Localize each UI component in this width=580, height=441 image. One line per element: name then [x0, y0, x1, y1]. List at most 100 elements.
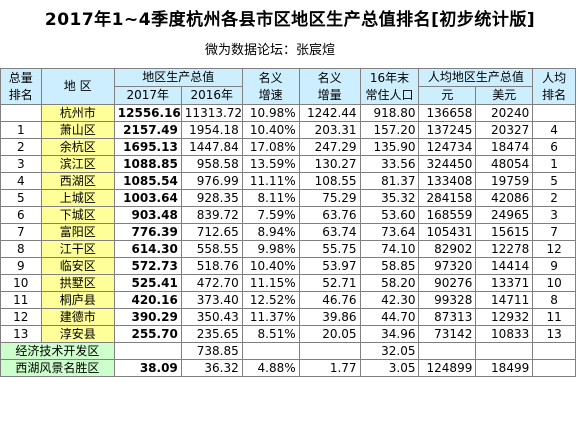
nominal-growth-cell: 17.08%	[241, 138, 300, 156]
header-total-rank: 总量 排名	[0, 68, 42, 105]
gdp-2016-cell: 928.35	[180, 189, 243, 207]
header-nominal-growth: 名义 增速	[241, 68, 300, 105]
table-row: 杭州市 12556.16 11313.72 10.98% 1242.44 918.80 13…	[0, 104, 576, 122]
table-row: 12 建德市 390.29 350.43 11.37% 39.86 44.70 87313 12…	[0, 308, 576, 326]
population-cell: 32.05	[359, 342, 420, 360]
per-capita-yuan-cell: 136658	[418, 104, 477, 122]
nominal-growth-cell: 8.94%	[241, 223, 300, 241]
gdp-2016-cell: 472.70	[180, 274, 243, 292]
per-capita-rank-cell	[532, 342, 576, 360]
population-cell: 34.96	[359, 325, 420, 343]
total-rank-cell: 7	[0, 223, 42, 241]
per-capita-usd-cell: 18499	[475, 359, 534, 377]
per-capita-usd-cell: 24965	[475, 206, 534, 224]
gdp-2017-cell: 12556.16	[113, 104, 182, 122]
total-rank-cell: 3	[0, 155, 42, 173]
total-rank-cell: 13	[0, 325, 42, 343]
population-cell: 42.30	[359, 291, 420, 309]
region-cell: 建德市	[40, 308, 115, 326]
population-cell: 74.10	[359, 240, 420, 258]
per-capita-yuan-cell: 99328	[418, 291, 477, 309]
region-cell: 滨江区	[40, 155, 115, 173]
per-capita-rank-cell: 11	[532, 308, 576, 326]
nominal-increment-cell: 52.71	[298, 274, 361, 292]
gdp-2016-cell: 1447.84	[180, 138, 243, 156]
nominal-growth-cell: 11.37%	[241, 308, 300, 326]
gdp-2016-cell: 1954.18	[180, 121, 243, 139]
per-capita-yuan-cell: 90276	[418, 274, 477, 292]
per-capita-yuan-cell: 133408	[418, 172, 477, 190]
gdp-2017-cell: 1085.54	[113, 172, 182, 190]
nominal-growth-cell: 8.11%	[241, 189, 300, 207]
per-capita-usd-cell: 10833	[475, 325, 534, 343]
nominal-increment-cell: 53.97	[298, 257, 361, 275]
nominal-increment-cell: 63.74	[298, 223, 361, 241]
per-capita-rank-cell: 10	[532, 274, 576, 292]
region-cell: 西湖风景名胜区	[0, 359, 115, 377]
population-cell: 35.32	[359, 189, 420, 207]
total-rank-cell: 5	[0, 189, 42, 207]
nominal-growth-cell: 8.51%	[241, 325, 300, 343]
per-capita-usd-cell: 15615	[475, 223, 534, 241]
region-cell: 西湖区	[40, 172, 115, 190]
nominal-increment-cell: 1242.44	[298, 104, 361, 122]
per-capita-usd-cell: 20240	[475, 104, 534, 122]
total-rank-cell: 4	[0, 172, 42, 190]
nominal-increment-cell: 247.29	[298, 138, 361, 156]
total-rank-cell: 9	[0, 257, 42, 275]
gdp-2017-cell: 903.48	[113, 206, 182, 224]
header-per-capita-yuan: 元	[418, 86, 477, 105]
per-capita-rank-cell	[532, 104, 576, 122]
table-row: 西湖风景名胜区 38.09 36.32 4.88% 1.77 3.05 124899 1849…	[0, 359, 576, 377]
region-cell: 下城区	[40, 206, 115, 224]
nominal-growth-cell: 7.59%	[241, 206, 300, 224]
header-nominal-increment: 名义 增量	[298, 68, 361, 105]
region-cell: 拱墅区	[40, 274, 115, 292]
region-cell: 余杭区	[40, 138, 115, 156]
nominal-growth-cell: 4.88%	[241, 359, 300, 377]
population-cell: 73.64	[359, 223, 420, 241]
per-capita-rank-cell: 4	[532, 121, 576, 139]
gdp-2017-cell: 614.30	[113, 240, 182, 258]
population-cell: 157.20	[359, 121, 420, 139]
total-rank-cell: 11	[0, 291, 42, 309]
per-capita-rank-cell: 2	[532, 189, 576, 207]
per-capita-rank-cell: 1	[532, 155, 576, 173]
nominal-increment-cell: 46.76	[298, 291, 361, 309]
per-capita-usd-cell: 42086	[475, 189, 534, 207]
gdp-2016-cell: 976.99	[180, 172, 243, 190]
per-capita-usd-cell: 20327	[475, 121, 534, 139]
gdp-2017-cell: 1088.85	[113, 155, 182, 173]
per-capita-usd-cell	[475, 342, 534, 360]
nominal-growth-cell: 10.98%	[241, 104, 300, 122]
per-capita-yuan-cell: 105431	[418, 223, 477, 241]
per-capita-yuan-cell: 97320	[418, 257, 477, 275]
header-per-capita-rank: 人均 排名	[532, 68, 576, 105]
header-per-capita-usd: 美元	[475, 86, 534, 105]
gdp-2017-cell: 1695.13	[113, 138, 182, 156]
per-capita-rank-cell: 13	[532, 325, 576, 343]
per-capita-yuan-cell: 137245	[418, 121, 477, 139]
per-capita-rank-cell: 6	[532, 138, 576, 156]
nominal-increment-cell: 1.77	[298, 359, 361, 377]
gdp-2017-cell: 2157.49	[113, 121, 182, 139]
gdp-2017-cell: 420.16	[113, 291, 182, 309]
total-rank-cell	[0, 104, 42, 122]
gdp-2017-cell	[113, 342, 182, 360]
per-capita-rank-cell: 8	[532, 291, 576, 309]
per-capita-rank-cell: 5	[532, 172, 576, 190]
nominal-growth-cell: 13.59%	[241, 155, 300, 173]
region-cell: 杭州市	[40, 104, 115, 122]
nominal-increment-cell: 75.29	[298, 189, 361, 207]
per-capita-yuan-cell	[418, 342, 477, 360]
per-capita-yuan-cell: 87313	[418, 308, 477, 326]
per-capita-yuan-cell: 168559	[418, 206, 477, 224]
gdp-2017-cell: 255.70	[113, 325, 182, 343]
per-capita-rank-cell: 3	[532, 206, 576, 224]
gdp-ranking-table: 总量 排名 地 区 地区生产总值 名义 增速 名义 增量 16年末 常住人口 人均地区生…	[0, 68, 576, 377]
population-cell: 918.80	[359, 104, 420, 122]
nominal-growth-cell	[241, 342, 300, 360]
gdp-2017-cell: 776.39	[113, 223, 182, 241]
region-cell: 上城区	[40, 189, 115, 207]
population-cell: 53.60	[359, 206, 420, 224]
